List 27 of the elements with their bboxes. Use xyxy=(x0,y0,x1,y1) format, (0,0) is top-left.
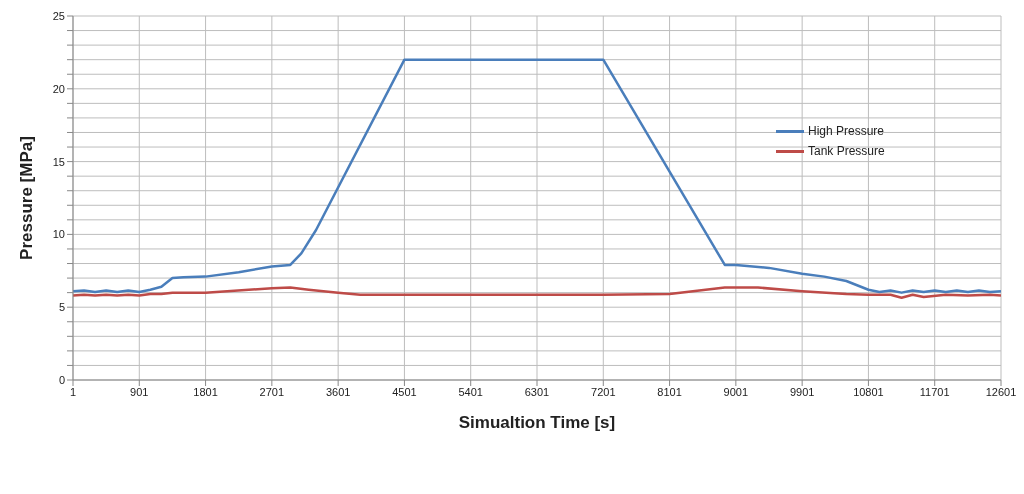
line-series xyxy=(73,286,1001,299)
y-tick-label: 15 xyxy=(52,155,65,168)
x-tick-label: 3601 xyxy=(325,385,351,398)
x-tick-label: 9901 xyxy=(789,385,815,398)
y-tick-label: 25 xyxy=(52,9,65,22)
line-series xyxy=(73,58,1001,294)
x-tick-label: 1 xyxy=(69,385,77,398)
x-axis-title: Simualtion Time [s] xyxy=(458,413,616,432)
x-tick-label: 12601 xyxy=(985,385,1017,398)
x-tick-label: 4501 xyxy=(392,385,417,398)
legend-label: Tank Pressure xyxy=(808,144,885,158)
y-axis-title: Pressure [MPa] xyxy=(17,136,37,260)
x-tick-label: 9001 xyxy=(723,385,749,398)
x-tick-label: 8101 xyxy=(657,385,682,398)
x-tick-label: 7201 xyxy=(591,385,616,398)
x-tick-label: 5401 xyxy=(458,385,483,398)
x-tick-label: 901 xyxy=(130,385,149,398)
x-tick-label: 11701 xyxy=(919,385,950,398)
y-tick-label: 10 xyxy=(52,228,65,241)
legend-label: High Pressure xyxy=(808,124,885,138)
y-tick-label: 5 xyxy=(58,301,65,314)
x-tick-label: 1801 xyxy=(193,385,218,398)
x-tick-label: 2701 xyxy=(259,385,285,398)
y-tick-label: 0 xyxy=(58,373,65,386)
x-tick-label: 6301 xyxy=(524,385,550,398)
x-tick-label: 10801 xyxy=(853,385,884,398)
y-tick-label: 20 xyxy=(52,82,65,95)
